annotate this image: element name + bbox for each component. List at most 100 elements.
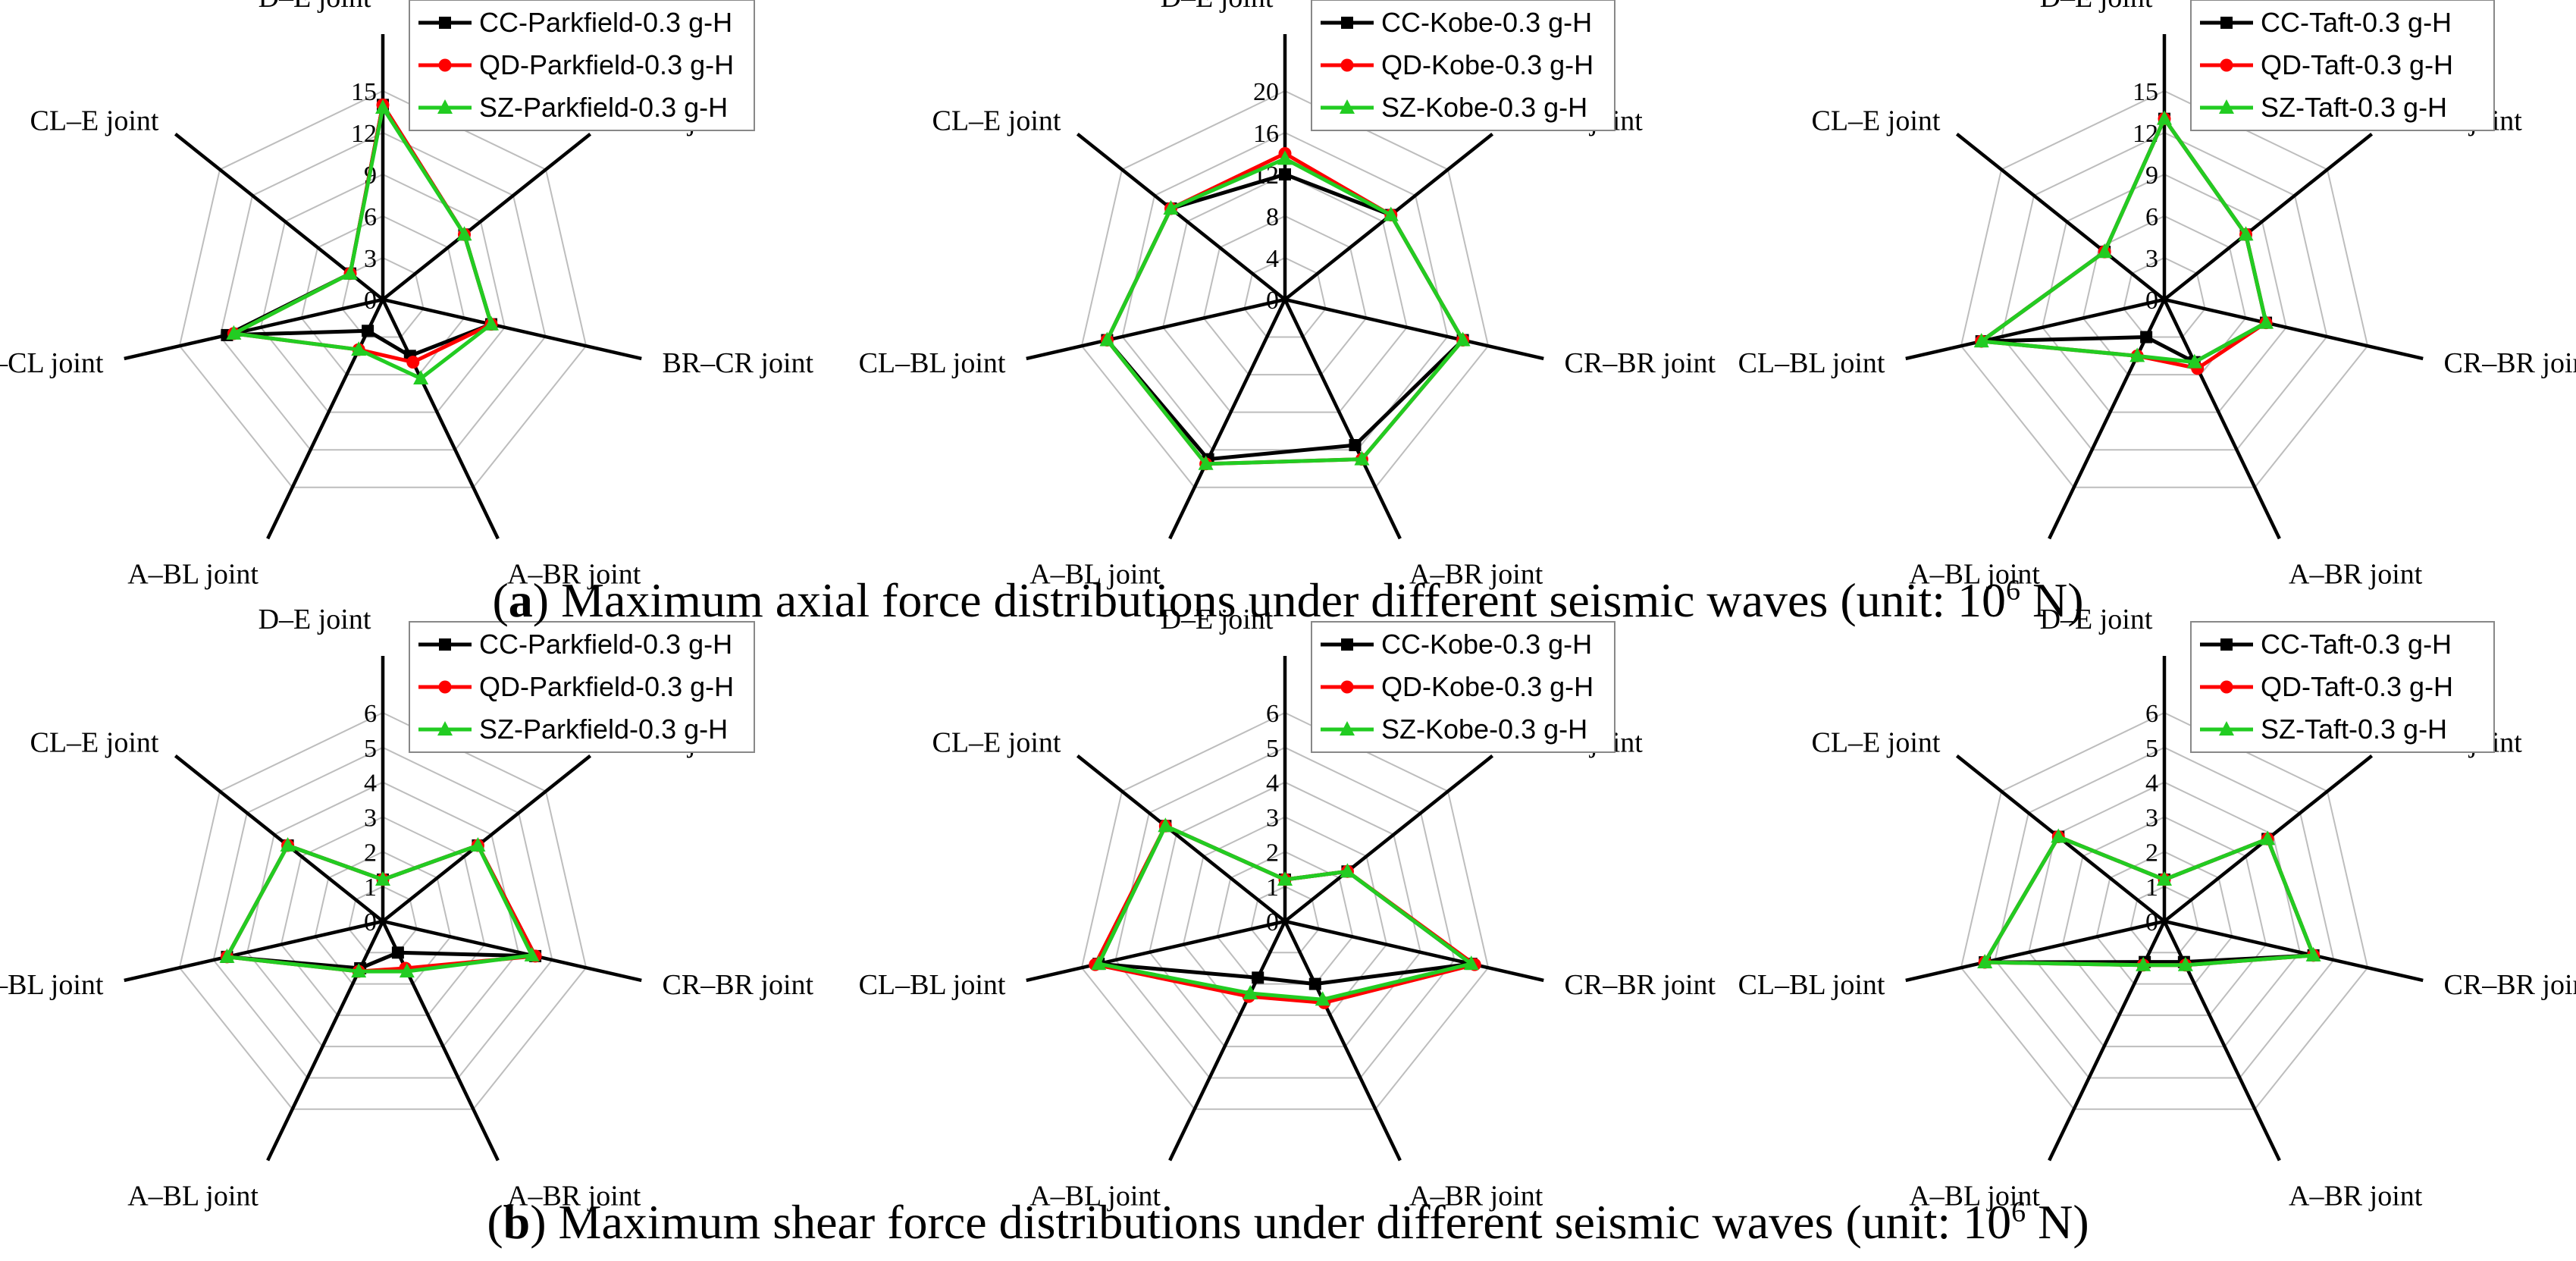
data-point-sz-kobe-0-3-g-h-5 bbox=[1091, 955, 1107, 971]
legend-entry-cc-kobe-0-3-g-h: CC-Kobe-0.3 g-H bbox=[1381, 7, 1592, 38]
caption-a-label: a bbox=[508, 573, 533, 627]
legend-marker bbox=[1341, 17, 1353, 29]
data-point-sz-kobe-0-3-g-h-1 bbox=[1340, 863, 1355, 878]
axis-spoke bbox=[1955, 133, 2166, 301]
series-line-sz-taft-0-3-g-h bbox=[1982, 835, 2316, 968]
data-point-cc-parkfield-0-3-g-h-4 bbox=[362, 325, 374, 337]
data-point-cc-taft-0-3-g-h-4 bbox=[2140, 331, 2153, 343]
data-point-sz-taft-0-3-g-h-5 bbox=[1973, 333, 1989, 348]
legend-entry-qd-taft-0-3-g-h: QD-Taft-0.3 g-H bbox=[2261, 671, 2453, 702]
axis-spoke bbox=[1905, 919, 2165, 983]
category-label-cr-br-joint: CR–BR joint bbox=[2444, 969, 2576, 1001]
category-label-cr-br-joint: CR–BR joint bbox=[2444, 347, 2576, 379]
data-point-sz-taft-0-3-g-h-4 bbox=[2136, 956, 2151, 971]
tick-label: 3 bbox=[2145, 245, 2158, 273]
tick-label: 2 bbox=[364, 839, 377, 867]
legend-marker bbox=[438, 680, 452, 694]
legend-marker bbox=[1340, 721, 1355, 736]
tick-label: 3 bbox=[364, 805, 377, 833]
tick-label: 5 bbox=[2145, 735, 2158, 763]
tick-label: 6 bbox=[364, 203, 377, 231]
data-point-sz-parkfield-0-3-g-h-5 bbox=[226, 325, 242, 340]
legend-marker bbox=[2219, 721, 2234, 736]
data-point-cc-parkfield-0-3-g-h-3 bbox=[391, 946, 404, 959]
legend-entry-cc-taft-0-3-g-h: CC-Taft-0.3 g-H bbox=[2261, 629, 2452, 660]
axis-spoke bbox=[266, 921, 385, 1162]
data-point-sz-parkfield-0-3-g-h-2 bbox=[483, 315, 499, 331]
category-label-d-e-joint: D–E joint bbox=[1161, 604, 1274, 635]
caption-b: (b) Maximum shear force distributions un… bbox=[487, 1195, 2089, 1249]
legend-entry-qd-kobe-0-3-g-h: QD-Kobe-0.3 g-H bbox=[1381, 671, 1594, 702]
axis-spoke bbox=[1076, 133, 1286, 301]
data-point-sz-kobe-0-3-g-h-1 bbox=[1383, 206, 1399, 221]
category-label-cl-e-joint: CL–E joint bbox=[30, 726, 159, 758]
data-point-sz-parkfield-0-3-g-h-1 bbox=[456, 226, 472, 241]
data-point-sz-kobe-0-3-g-h-6 bbox=[1158, 817, 1174, 833]
tick-label: 0 bbox=[364, 908, 377, 936]
tick-label: 12 bbox=[351, 120, 377, 148]
data-point-sz-parkfield-0-3-g-h-0 bbox=[375, 871, 390, 886]
category-label-cl-e-joint: CL–E joint bbox=[932, 726, 1061, 758]
axis-spoke bbox=[2163, 133, 2374, 301]
grid-ring bbox=[300, 215, 465, 376]
category-label-cl-bl-joint: CL–BL joint bbox=[1738, 347, 1885, 379]
tick-label: 9 bbox=[2145, 162, 2158, 190]
category-label-d-e-joint: D–E joint bbox=[259, 604, 371, 635]
category-label-d-e-joint: D–E joint bbox=[259, 0, 371, 14]
tick-label: 1 bbox=[1266, 874, 1279, 902]
legend-marker bbox=[2220, 17, 2233, 29]
grid-ring bbox=[1121, 131, 1449, 451]
grid-ring bbox=[1960, 711, 2369, 1110]
legend-marker bbox=[2220, 58, 2233, 72]
data-point-sz-parkfield-0-3-g-h-3 bbox=[413, 370, 429, 385]
tick-label: 4 bbox=[1266, 770, 1279, 798]
legend-entry-qd-parkfield-0-3-g-h: QD-Parkfield-0.3 g-H bbox=[479, 671, 734, 702]
data-point-sz-taft-0-3-g-h-2 bbox=[2305, 946, 2321, 961]
caption-a: (a) Maximum axial force distributions un… bbox=[492, 573, 2084, 627]
category-label-a-bl-joint: A–BL joint bbox=[127, 1181, 259, 1212]
legend-marker bbox=[2220, 638, 2233, 651]
legend-marker bbox=[437, 99, 453, 114]
category-label-cl-e-joint: CL–E joint bbox=[932, 105, 1061, 136]
tick-label: 3 bbox=[1266, 805, 1279, 833]
axis-spoke bbox=[381, 133, 592, 301]
legend-marker bbox=[437, 721, 453, 736]
legend-entry-qd-parkfield-0-3-g-h: QD-Parkfield-0.3 g-H bbox=[479, 49, 734, 80]
data-point-sz-taft-0-3-g-h-1 bbox=[2260, 830, 2276, 845]
axis-spoke bbox=[1283, 754, 1494, 923]
tick-label: 5 bbox=[1266, 735, 1279, 763]
data-point-sz-parkfield-0-3-g-h-6 bbox=[280, 836, 296, 852]
legend-entry-qd-taft-0-3-g-h: QD-Taft-0.3 g-H bbox=[2261, 49, 2453, 80]
axis-spoke bbox=[2162, 299, 2281, 540]
legend-entry-cc-parkfield-0-3-g-h: CC-Parkfield-0.3 g-H bbox=[479, 629, 732, 660]
tick-label: 0 bbox=[364, 287, 377, 315]
axis-spoke bbox=[382, 919, 642, 983]
grid-ring bbox=[1162, 173, 1408, 413]
data-point-sz-taft-0-3-g-h-0 bbox=[2157, 110, 2172, 125]
category-label-a-bl-joint: A–BL joint bbox=[127, 559, 259, 591]
grid-ring bbox=[1243, 256, 1327, 338]
legend-marker bbox=[1340, 99, 1355, 114]
tick-label: 2 bbox=[1266, 839, 1279, 867]
data-point-cc-kobe-0-3-g-h-4 bbox=[1252, 971, 1264, 984]
axis-spoke bbox=[381, 754, 592, 923]
tick-label: 5 bbox=[364, 735, 377, 763]
data-point-sz-taft-0-3-g-h-2 bbox=[2258, 314, 2274, 329]
legend-marker bbox=[1340, 680, 1354, 694]
grid-ring bbox=[2095, 851, 2233, 985]
axis-spoke bbox=[382, 297, 642, 361]
data-point-sz-parkfield-0-3-g-h-2 bbox=[524, 946, 540, 961]
data-point-sz-taft-0-3-g-h-3 bbox=[2177, 956, 2193, 971]
tick-label: 0 bbox=[1266, 287, 1279, 315]
data-point-sz-kobe-0-3-g-h-3 bbox=[1354, 450, 1370, 466]
series-line-sz-parkfield-0-3-g-h bbox=[224, 843, 534, 974]
axis-spoke bbox=[1026, 297, 1286, 361]
axis-spoke bbox=[266, 299, 385, 540]
tick-label: 4 bbox=[2145, 770, 2158, 798]
data-point-sz-kobe-0-3-g-h-4 bbox=[1243, 984, 1258, 999]
grid-ring bbox=[1250, 886, 1320, 954]
axis-spoke bbox=[381, 299, 500, 540]
